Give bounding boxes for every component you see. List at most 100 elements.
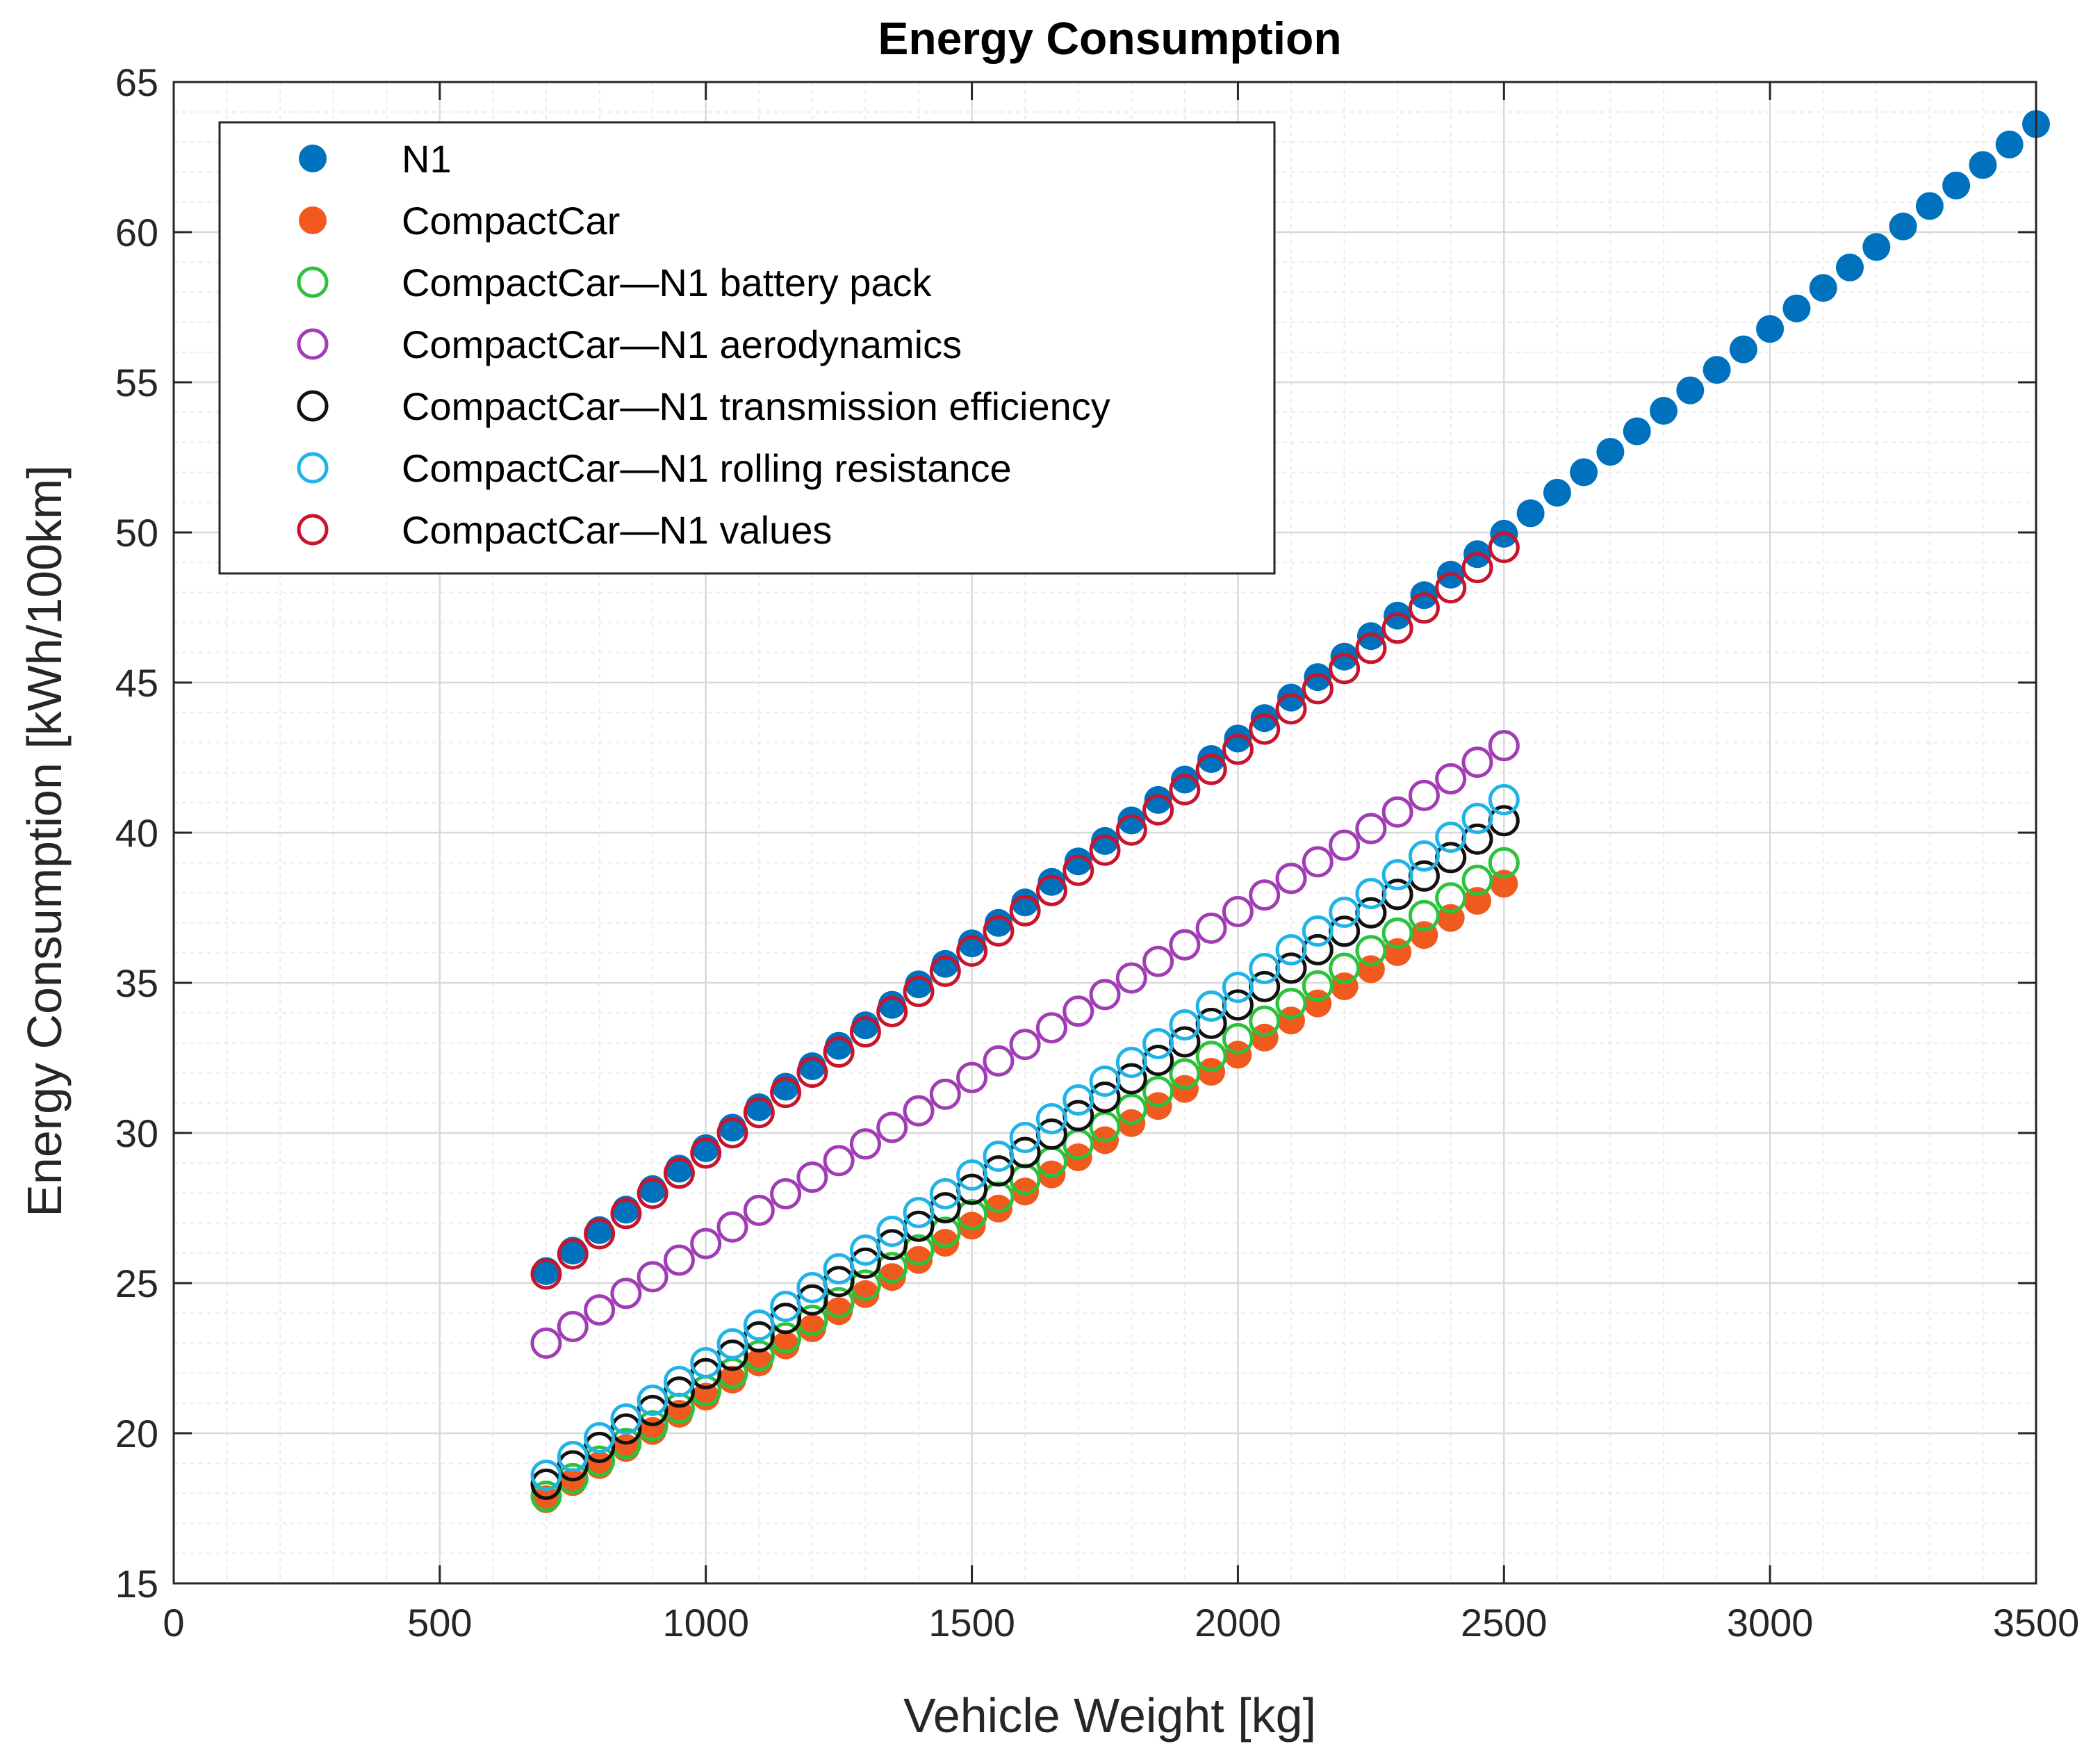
- x-tick-label: 3000: [1727, 1601, 1814, 1645]
- data-point: [637, 1385, 668, 1416]
- legend-marker: [297, 266, 329, 298]
- data-point: [929, 1078, 961, 1110]
- data-point: [1381, 612, 1413, 644]
- data-point: [876, 996, 908, 1027]
- data-point: [1169, 929, 1201, 961]
- data-point: [849, 1128, 881, 1160]
- data-point: [1488, 784, 1520, 815]
- data-point: [1302, 673, 1334, 705]
- data-point: [1809, 274, 1837, 302]
- data-point: [823, 1036, 855, 1068]
- data-point: [984, 1194, 1012, 1223]
- data-point: [1063, 854, 1094, 886]
- data-point: [1435, 882, 1467, 914]
- data-point: [610, 1278, 642, 1310]
- y-tick-label: 65: [115, 60, 158, 104]
- data-point: [584, 1294, 616, 1326]
- x-tick-label: 500: [407, 1601, 472, 1645]
- data-point: [1117, 806, 1146, 835]
- data-point: [1942, 171, 1971, 199]
- data-point: [1144, 785, 1172, 814]
- data-point: [878, 990, 906, 1019]
- data-point: [743, 1310, 775, 1341]
- data-point: [1197, 745, 1226, 773]
- data-point: [1969, 151, 1997, 179]
- data-point: [1142, 794, 1174, 826]
- data-point: [1488, 532, 1520, 564]
- data-point: [1381, 796, 1413, 828]
- tick-labels: 0 500 1000 1500 2000 2500 3000 3500 15 20 25 30 35 40…: [115, 60, 2080, 1645]
- data-point: [1543, 478, 1571, 507]
- data-point: [825, 1031, 853, 1060]
- data-point: [1064, 847, 1092, 876]
- data-point: [1142, 1028, 1174, 1059]
- data-point: [1381, 859, 1413, 890]
- data-point: [796, 1057, 828, 1088]
- data-point: [851, 1011, 880, 1040]
- data-point: [956, 1159, 988, 1191]
- legend-marker: [297, 390, 329, 422]
- y-tick-label: 30: [115, 1111, 158, 1155]
- data-point: [1063, 1084, 1094, 1116]
- data-point: [1250, 704, 1279, 733]
- data-point: [1435, 822, 1467, 853]
- data-point: [663, 1244, 695, 1276]
- data-point: [1488, 730, 1520, 762]
- x-tick-label: 2500: [1461, 1601, 1548, 1645]
- data-point: [851, 1280, 880, 1308]
- y-tick-label: 15: [115, 1562, 158, 1606]
- data-point: [1250, 1023, 1279, 1052]
- axes: [172, 81, 2037, 1585]
- data-point: [1035, 874, 1067, 906]
- data-point: [823, 1145, 855, 1177]
- data-point: [1435, 763, 1467, 794]
- data-point: [1195, 912, 1227, 944]
- data-point: [1782, 294, 1811, 323]
- data-point: [1037, 867, 1066, 896]
- data-point: [1142, 1075, 1174, 1107]
- data-point: [610, 1403, 642, 1435]
- data-point: [1249, 713, 1281, 745]
- data-point: [584, 1431, 616, 1463]
- data-point: [716, 1211, 748, 1243]
- data-point: [903, 1095, 935, 1127]
- data-point: [905, 970, 933, 999]
- data-point: [984, 908, 1012, 937]
- data-point: [1275, 934, 1307, 965]
- data-point: [557, 1441, 589, 1472]
- data-point: [1011, 888, 1040, 917]
- data-point: [823, 1253, 855, 1284]
- data-point: [716, 1117, 748, 1149]
- data-point: [690, 1347, 722, 1378]
- data-point: [876, 1111, 908, 1143]
- data-point: [1091, 826, 1119, 855]
- data-point: [876, 1216, 908, 1247]
- data-point: [1461, 747, 1493, 778]
- y-tick-label: 60: [115, 211, 158, 254]
- data-point: [1889, 212, 1917, 240]
- data-point: [530, 1327, 562, 1359]
- data-point: [1222, 1022, 1254, 1054]
- data-point: [1516, 499, 1545, 528]
- y-axis-label: Energy Consumption [kWh/100km]: [17, 465, 72, 1217]
- data-point: [1623, 417, 1651, 446]
- data-point: [610, 1198, 642, 1230]
- data-point: [1435, 572, 1467, 604]
- data-point: [1169, 1058, 1201, 1090]
- data-point: [1222, 896, 1254, 927]
- data-point: [1729, 335, 1757, 364]
- y-tick-label: 45: [115, 661, 158, 705]
- data-point: [1676, 376, 1705, 405]
- y-tick-label: 50: [115, 511, 158, 555]
- y-tick-label: 25: [115, 1262, 158, 1305]
- data-point: [849, 1016, 881, 1048]
- data-point: [1408, 779, 1440, 811]
- data-point: [743, 1097, 775, 1129]
- data-point: [716, 1328, 748, 1360]
- data-point: [663, 1157, 695, 1189]
- data-point: [1249, 879, 1281, 911]
- data-point: [958, 929, 986, 958]
- data-point: [1275, 988, 1307, 1020]
- data-point: [1862, 233, 1891, 261]
- data-point: [1009, 1122, 1041, 1153]
